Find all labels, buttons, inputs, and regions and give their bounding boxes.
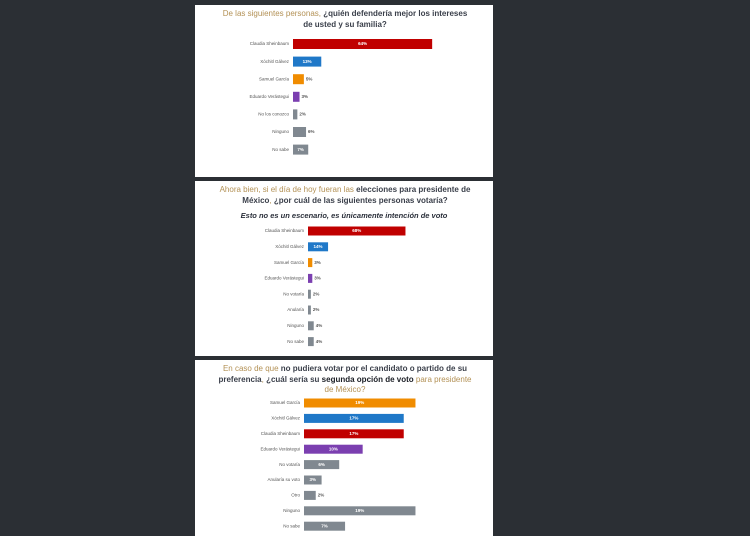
value-label: 7% (297, 147, 304, 152)
bar (308, 289, 311, 299)
value-label: 13% (303, 59, 312, 64)
bar (293, 91, 300, 102)
value-label: 3% (314, 276, 321, 281)
title-part: no pudiera votar por el candidato o part… (218, 364, 468, 384)
bar (293, 144, 309, 155)
category-label: No votaría (279, 462, 300, 467)
chart-panel: En caso de que no pudiera votar por el c… (195, 360, 493, 536)
value-label: 64% (358, 41, 367, 46)
title-part: , (269, 195, 274, 205)
category-label: Ninguno (272, 129, 289, 134)
bar (304, 429, 404, 439)
chart-subtitle: Esto no es un escenario, es únicamente i… (240, 211, 448, 220)
title-part: En caso de que (222, 364, 281, 373)
bar (308, 305, 311, 315)
category-label: Xóchitl Gálvez (275, 244, 305, 249)
value-label: 14% (314, 244, 323, 249)
bar (293, 56, 322, 67)
category-label: No sabe (283, 523, 300, 528)
bar (304, 490, 316, 500)
title-part: Ahora bien, si el día de hoy fueran las (219, 185, 357, 194)
value-label: 2% (318, 493, 325, 498)
bar (293, 74, 304, 85)
bar (293, 109, 298, 120)
value-label: 3% (310, 477, 317, 482)
bar (293, 127, 307, 137)
bar (308, 321, 314, 331)
title-part: segunda opción de voto (321, 374, 414, 384)
category-label: No sabe (287, 339, 304, 344)
category-label: Xóchitl Gálvez (271, 416, 301, 421)
title-part: , (261, 374, 267, 384)
category-label: No sabe (272, 147, 289, 152)
bar (308, 258, 313, 268)
category-label: No votaría (283, 291, 304, 296)
bar (308, 226, 406, 236)
value-label: 5% (306, 76, 313, 81)
category-label: Ninguno (287, 323, 304, 328)
category-label: Ninguno (283, 508, 300, 513)
category-label: Samuel García (274, 260, 305, 265)
chart-title: En caso de que no pudiera votar por el c… (217, 364, 473, 396)
category-label: Anularía (287, 307, 304, 312)
bar-chart: Claudia Sheinbaum 64% Xóchitl Gálvez 13% Sam… (249, 39, 433, 155)
category-label: No los conozco (258, 112, 289, 117)
title-part: ¿por cuál de las siguientes personas vot… (273, 195, 448, 205)
chart-title: Ahora bien, si el día de hoy fueran las … (217, 185, 473, 206)
chart-panel: Ahora bien, si el día de hoy fueran las … (195, 181, 493, 356)
bar (308, 337, 314, 347)
bar (293, 39, 433, 49)
title-part: De las siguientes personas, (222, 9, 324, 18)
bar-chart: Claudia Sheinbaum 68% Xóchitl Gálvez 14% Sam… (264, 226, 406, 347)
value-label: 4% (316, 339, 323, 344)
bar (304, 413, 404, 423)
category-label: Claudia Sheinbaum (261, 431, 301, 436)
value-label: 10% (329, 446, 338, 451)
category-label: Eduardo Verástegui (260, 446, 300, 451)
bar-chart: Samuel García 19% Xóchitl Gálvez 17% Claudia… (260, 398, 416, 531)
category-label: Claudia Sheinbaum (250, 41, 290, 46)
category-label: Samuel García (270, 400, 301, 405)
bar (304, 398, 416, 408)
value-label: 19% (355, 400, 364, 405)
value-label: 6% (308, 129, 315, 134)
value-label: 2% (313, 307, 320, 312)
value-label: 19% (355, 508, 364, 513)
value-label: 6% (318, 462, 325, 467)
bar (304, 444, 363, 454)
value-label: 17% (349, 416, 358, 421)
bar (304, 506, 416, 516)
bar (308, 242, 329, 252)
title-part: elecciones para presidente de México (242, 185, 471, 205)
category-label: Claudia Sheinbaum (265, 228, 305, 233)
bar (308, 273, 313, 283)
title-part: para presidente de México? (324, 374, 472, 395)
value-label: 4% (316, 323, 323, 328)
category-label: Eduardo Verástegui (264, 276, 304, 281)
category-label: Anularía su voto (267, 477, 300, 482)
bar (304, 475, 322, 485)
bar (304, 521, 346, 531)
value-label: 2% (313, 291, 320, 296)
value-label: 7% (321, 523, 328, 528)
title-part: ¿cuál sería su (266, 374, 322, 384)
value-label: 17% (349, 431, 358, 436)
value-label: 68% (352, 228, 361, 233)
category-label: Otro (291, 493, 300, 498)
category-label: Xóchitl Gálvez (260, 59, 290, 64)
category-label: Samuel García (259, 76, 290, 81)
bar (304, 460, 340, 470)
title-part: ¿quién defendería mejor los intereses de… (303, 9, 468, 29)
value-label: 2% (299, 112, 306, 117)
category-label: Eduardo Verástegui (249, 94, 289, 99)
chart-title: De las siguientes personas, ¿quién defen… (217, 9, 473, 30)
chart-panel: De las siguientes personas, ¿quién defen… (195, 5, 493, 177)
value-label: 3% (302, 94, 309, 99)
value-label: 3% (314, 260, 321, 265)
